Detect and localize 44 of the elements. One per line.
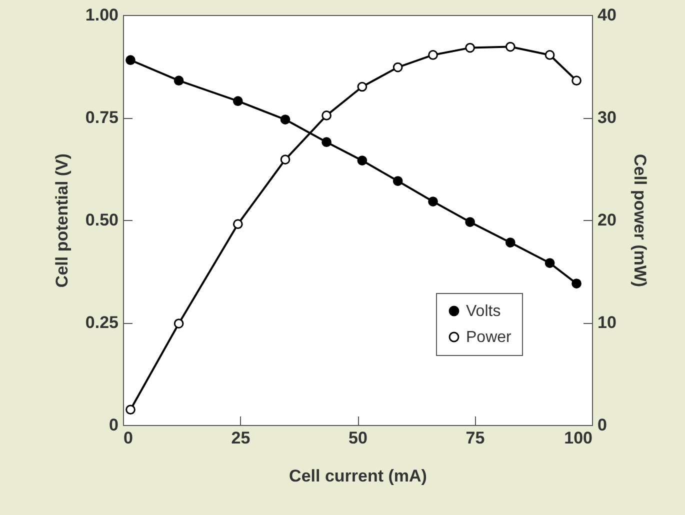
point [357, 82, 368, 92]
point [505, 238, 516, 248]
point [232, 219, 243, 230]
x-tick-label: 0 [124, 428, 133, 448]
y2-tick-label: 30 [598, 108, 616, 127]
point [232, 96, 243, 106]
point [428, 50, 438, 60]
point [174, 318, 184, 328]
y2-tick-label: 0 [598, 416, 607, 434]
point [126, 404, 136, 415]
legend-label: Power [466, 329, 512, 346]
y2-axis-title: Cell power (mW) [630, 154, 650, 288]
point [572, 76, 582, 86]
x-tick-label: 50 [348, 428, 368, 448]
y-tick-label: 1.00 [85, 6, 118, 24]
x-axis-title: Cell current (mA) [289, 466, 427, 486]
point [544, 50, 555, 60]
point [322, 137, 332, 148]
y-tick-label: 0.75 [85, 108, 118, 127]
point [465, 42, 475, 53]
x-tick-label: 100 [564, 428, 592, 448]
x-tick-label: 25 [231, 428, 250, 448]
y-axis-title: Cell potential (V) [52, 153, 72, 288]
point [392, 176, 403, 186]
legend-label: Volts [466, 303, 501, 320]
point [428, 196, 438, 206]
point [505, 42, 516, 52]
y-tick-label: 0.50 [85, 210, 118, 230]
point [544, 258, 555, 268]
point [322, 110, 332, 120]
point [465, 217, 475, 227]
point [280, 154, 290, 164]
x-tick-label: 75 [466, 428, 485, 448]
y2-tick-label: 10 [598, 313, 616, 332]
y2-tick-label: 40 [598, 6, 616, 24]
point [572, 278, 582, 288]
y-tick-label: 0.25 [85, 313, 118, 332]
point [174, 76, 184, 86]
point [126, 55, 136, 66]
point [357, 156, 368, 166]
y2-tick-label: 20 [598, 210, 616, 230]
point [280, 114, 290, 124]
y-tick-label: 0 [109, 416, 118, 434]
point [392, 62, 403, 72]
